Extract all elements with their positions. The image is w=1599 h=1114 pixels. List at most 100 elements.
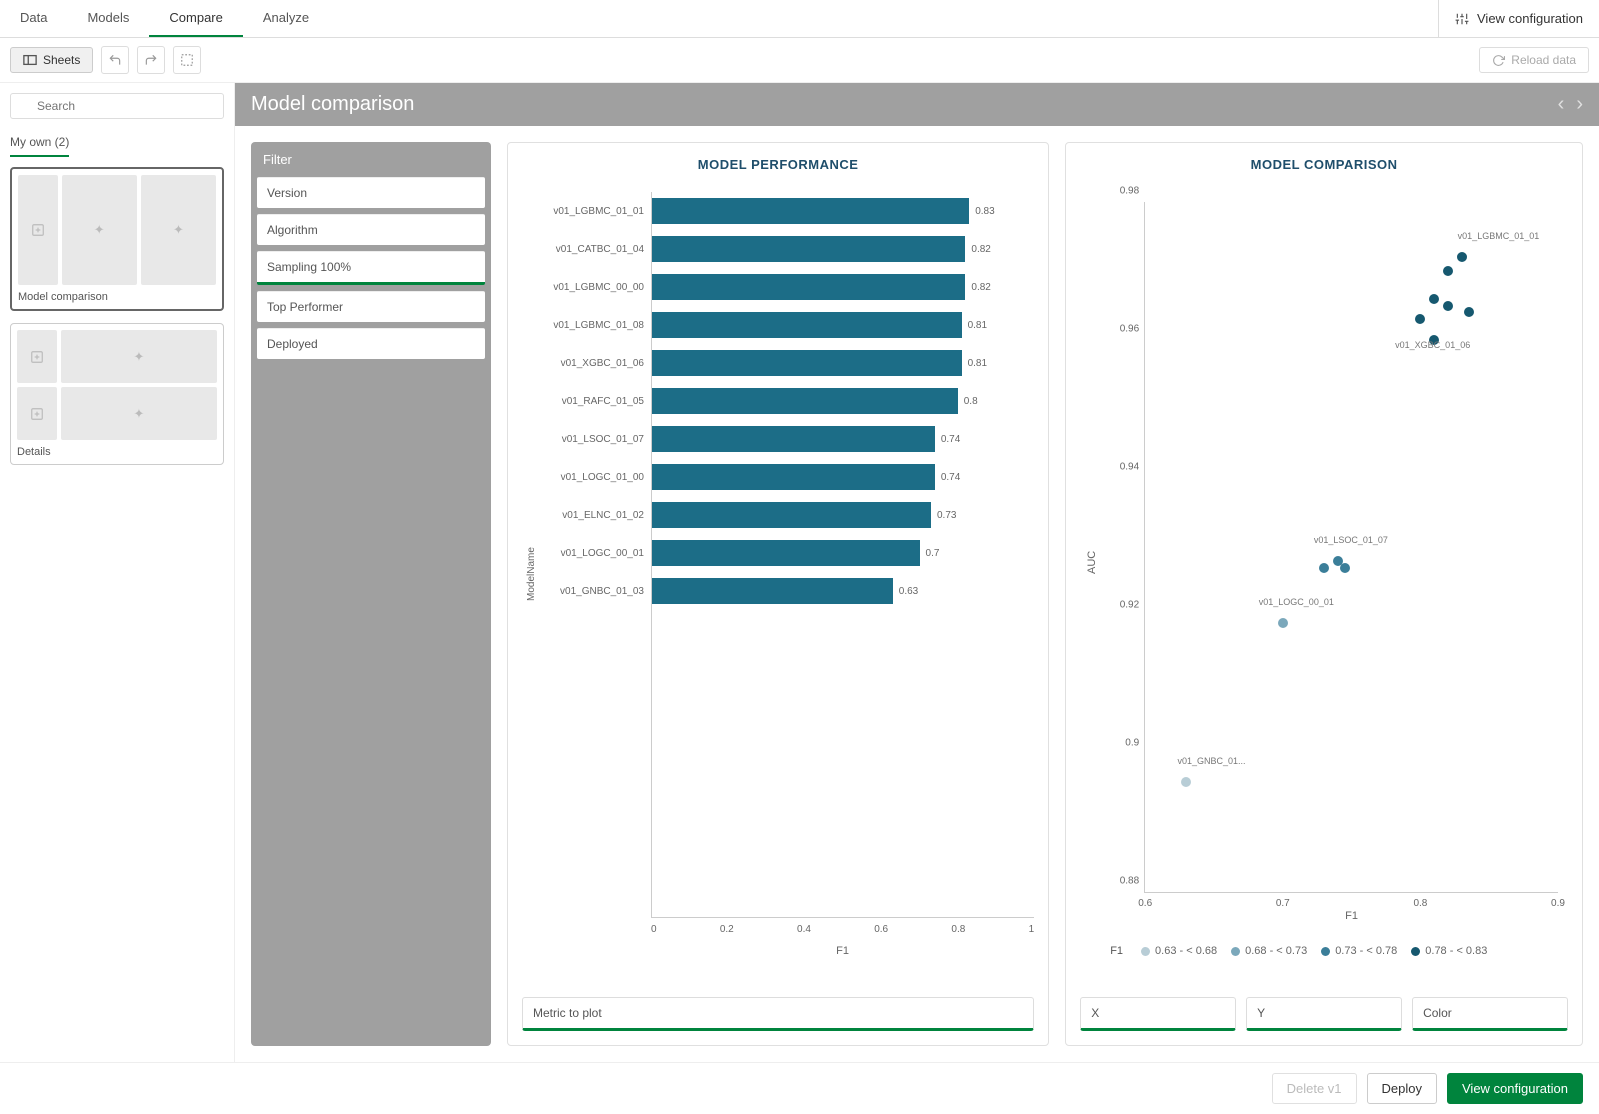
scatter-xtick: 0.9: [1551, 892, 1565, 909]
bar-label: v01_LGBMC_01_08: [542, 320, 652, 331]
deploy-button[interactable]: Deploy: [1367, 1073, 1437, 1104]
bar-fill[interactable]: [652, 426, 935, 452]
bar-fill[interactable]: [652, 198, 969, 224]
page-title: Model comparison: [251, 93, 414, 116]
view-configuration-label: View configuration: [1477, 11, 1583, 26]
prev-sheet-button[interactable]: ‹: [1558, 93, 1565, 116]
legend-dot: [1321, 947, 1330, 956]
scatter-ylabel: AUC: [1080, 192, 1104, 933]
scatter-point[interactable]: [1340, 563, 1350, 573]
filter-item[interactable]: Top Performer: [257, 291, 485, 322]
bar-value: 0.7: [920, 548, 940, 559]
bar-row: v01_LGBMC_01_080.81: [652, 312, 1034, 338]
bar-chart-title: MODEL PERFORMANCE: [522, 157, 1034, 172]
bar-value: 0.63: [893, 586, 918, 597]
filter-item[interactable]: Sampling 100%: [257, 251, 485, 285]
legend-dot: [1141, 947, 1150, 956]
filter-item[interactable]: Deployed: [257, 328, 485, 359]
delete-button: Delete v1: [1272, 1073, 1357, 1104]
bar-label: v01_XGBC_01_06: [542, 358, 652, 369]
bar-row: v01_ELNC_01_020.73: [652, 502, 1034, 528]
model-performance-panel: MODEL PERFORMANCE ModelName v01_LGBMC_01…: [507, 142, 1049, 1046]
model-comparison-panel: MODEL COMPARISON AUC 0.880.90.920.940.96…: [1065, 142, 1583, 1046]
scatter-point[interactable]: [1443, 266, 1453, 276]
legend-label: 0.68 - < 0.73: [1245, 945, 1307, 957]
bar-fill[interactable]: [652, 578, 893, 604]
bar-value: 0.8: [958, 396, 978, 407]
sheet-label: Model comparison: [18, 291, 216, 303]
sheet-card-details[interactable]: ✦ ✦ Details: [10, 323, 224, 465]
bar-chart-xlabel: F1: [651, 945, 1034, 957]
legend-item: 0.63 - < 0.68: [1141, 945, 1217, 957]
bar-row: v01_XGBC_01_060.81: [652, 350, 1034, 376]
scatter-point[interactable]: [1457, 252, 1467, 262]
bar-row: v01_LSOC_01_070.74: [652, 426, 1034, 452]
toolbar: Sheets Reload data: [0, 38, 1599, 83]
next-sheet-button[interactable]: ›: [1576, 93, 1583, 116]
metric-selector[interactable]: Metric to plot: [522, 997, 1034, 1031]
scatter-point[interactable]: [1278, 618, 1288, 628]
bar-value: 0.83: [969, 206, 994, 217]
undo-button[interactable]: [101, 46, 129, 74]
sheets-label: Sheets: [43, 53, 80, 67]
scatter-chart-title: MODEL COMPARISON: [1080, 157, 1568, 172]
scatter-point[interactable]: [1415, 314, 1425, 324]
scatter-ytick: 0.92: [1120, 600, 1145, 611]
content-header: Model comparison ‹ ›: [235, 83, 1599, 126]
scatter-point-label: v01_XGBC_01_06: [1395, 340, 1470, 350]
filter-item[interactable]: Version: [257, 177, 485, 208]
puzzle-icon: ✦: [173, 222, 184, 238]
add-icon: [30, 350, 44, 364]
bar-label: v01_LOGC_01_00: [542, 472, 652, 483]
scatter-point-label: v01_LSOC_01_07: [1314, 535, 1388, 545]
bar-xtick: 0.4: [797, 924, 811, 935]
scatter-xtick: 0.6: [1138, 892, 1152, 909]
sheets-category-label[interactable]: My own (2): [10, 129, 69, 157]
scatter-xtick: 0.8: [1413, 892, 1427, 909]
axis-selector-x[interactable]: X: [1080, 997, 1236, 1031]
tab-models[interactable]: Models: [67, 0, 149, 37]
bar-fill[interactable]: [652, 350, 962, 376]
bar-fill[interactable]: [652, 388, 958, 414]
view-configuration-link[interactable]: View configuration: [1438, 0, 1599, 37]
scatter-point[interactable]: [1464, 307, 1474, 317]
scatter-point[interactable]: [1429, 294, 1439, 304]
reload-icon: [1492, 54, 1505, 67]
selection-tool-button[interactable]: [173, 46, 201, 74]
bar-row: v01_CATBC_01_040.82: [652, 236, 1034, 262]
axis-selector-color[interactable]: Color: [1412, 997, 1568, 1031]
bar-value: 0.82: [965, 282, 990, 293]
scatter-point[interactable]: [1181, 777, 1191, 787]
bar-value: 0.74: [935, 472, 960, 483]
scatter-point[interactable]: [1443, 301, 1453, 311]
redo-button[interactable]: [137, 46, 165, 74]
bar-xtick: 0.6: [874, 924, 888, 935]
scatter-point[interactable]: [1319, 563, 1329, 573]
bar-fill[interactable]: [652, 464, 935, 490]
sheet-card-model-comparison[interactable]: ✦ ✦ Model comparison: [10, 167, 224, 311]
bar-value: 0.74: [935, 434, 960, 445]
search-input[interactable]: [10, 93, 224, 119]
bar-value: 0.81: [962, 358, 987, 369]
axis-selector-y[interactable]: Y: [1246, 997, 1402, 1031]
reload-data-button[interactable]: Reload data: [1479, 47, 1589, 73]
bar-fill[interactable]: [652, 502, 931, 528]
tab-data[interactable]: Data: [0, 0, 67, 37]
add-icon: [30, 407, 44, 421]
tab-compare[interactable]: Compare: [149, 0, 242, 37]
scatter-ytick: 0.94: [1120, 462, 1145, 473]
puzzle-icon: ✦: [134, 406, 145, 422]
bar-value: 0.81: [962, 320, 987, 331]
bar-fill[interactable]: [652, 312, 962, 338]
filter-item[interactable]: Algorithm: [257, 214, 485, 245]
undo-icon: [108, 53, 122, 67]
sheets-button[interactable]: Sheets: [10, 47, 93, 73]
tab-analyze[interactable]: Analyze: [243, 0, 329, 37]
bar-row: v01_LGBMC_01_010.83: [652, 198, 1034, 224]
scatter-plot: 0.880.90.920.940.960.980.60.70.80.9F1v01…: [1104, 192, 1568, 933]
bar-fill[interactable]: [652, 274, 965, 300]
bar-fill[interactable]: [652, 236, 965, 262]
view-configuration-button[interactable]: View configuration: [1447, 1073, 1583, 1104]
filter-panel: Filter VersionAlgorithmSampling 100%Top …: [251, 142, 491, 1046]
bar-fill[interactable]: [652, 540, 920, 566]
